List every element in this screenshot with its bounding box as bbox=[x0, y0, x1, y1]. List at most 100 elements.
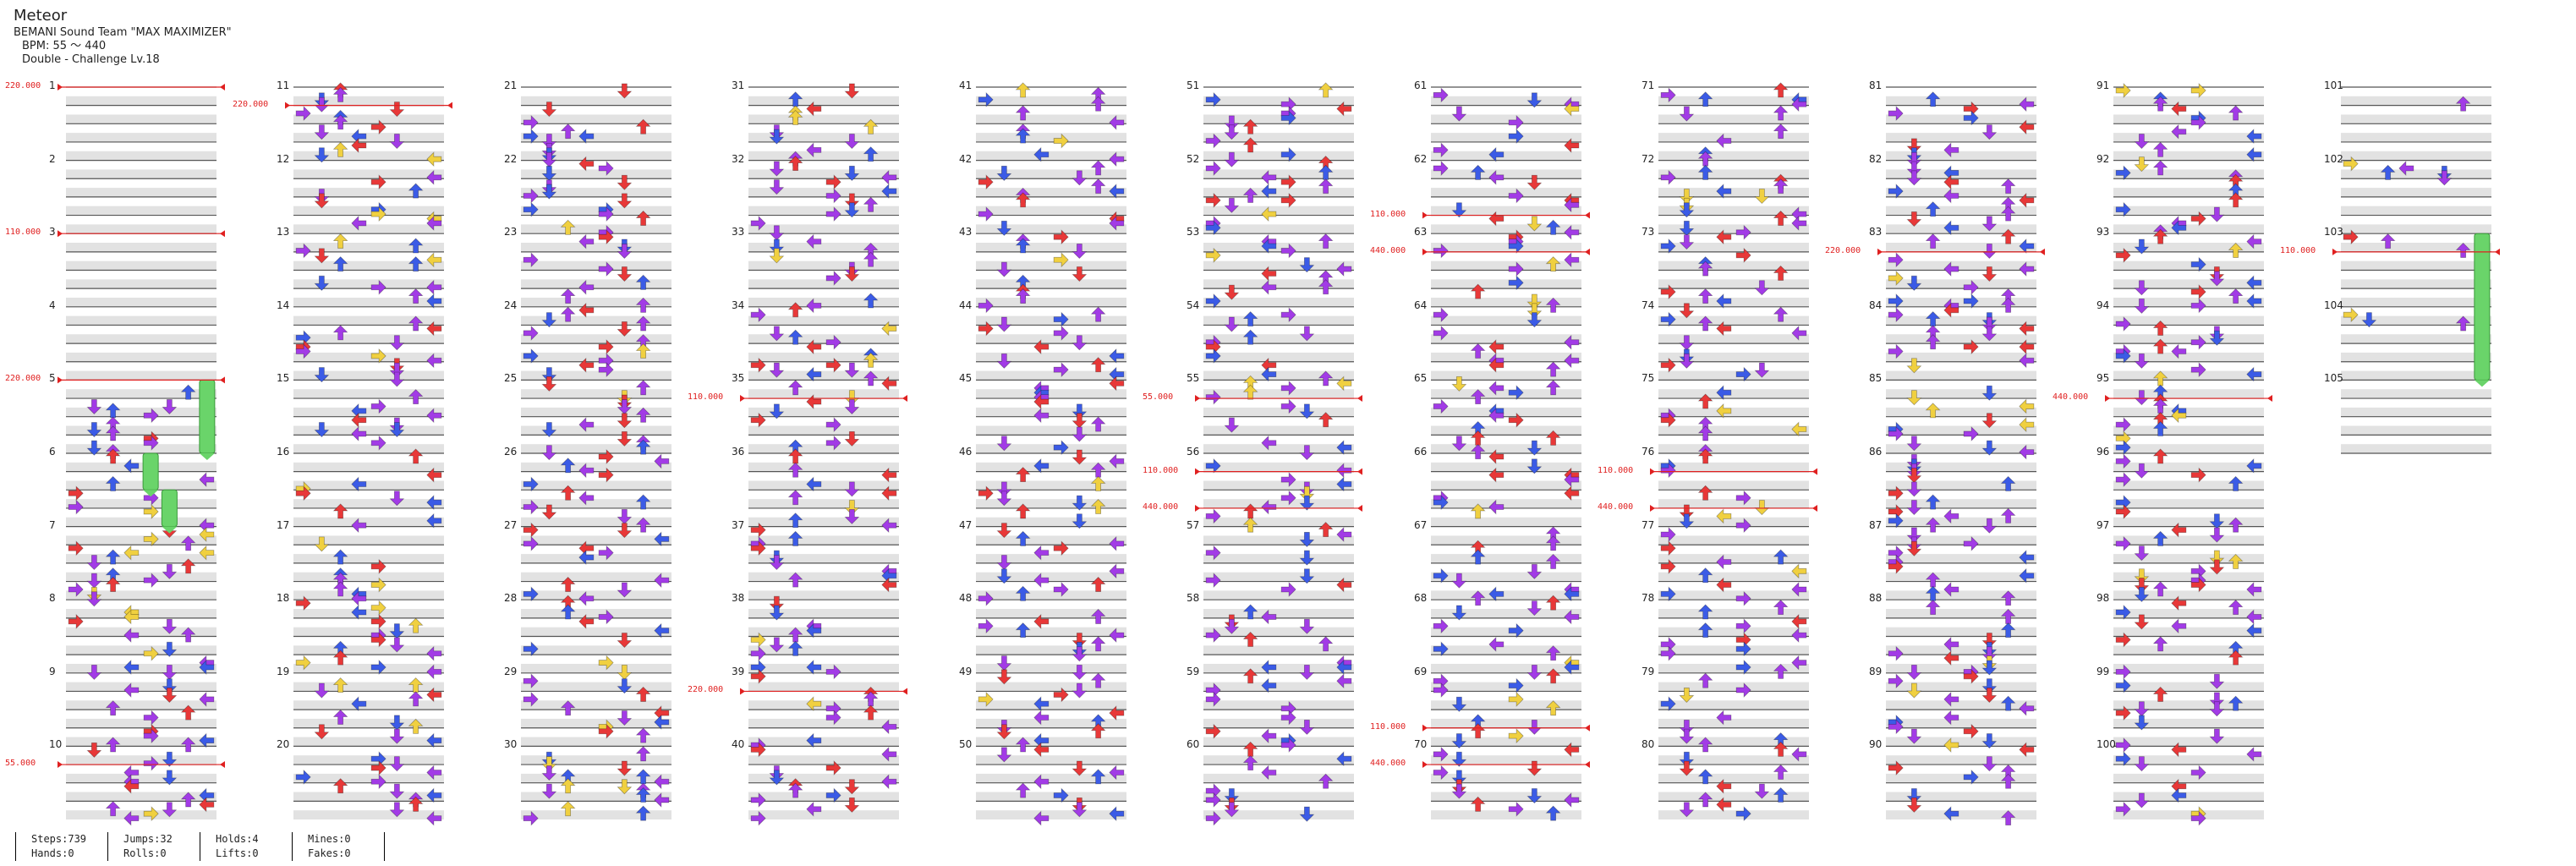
step-arrow bbox=[2019, 321, 2035, 337]
step-arrow bbox=[523, 325, 539, 341]
jump-arrow bbox=[617, 523, 633, 539]
step-arrow bbox=[1299, 568, 1315, 584]
step-arrow bbox=[2246, 275, 2262, 291]
step-arrow bbox=[578, 417, 595, 433]
step-arrow bbox=[1470, 343, 1486, 359]
step-arrow bbox=[2000, 773, 2016, 789]
step-arrow bbox=[1660, 357, 1676, 373]
measure-number: 17 bbox=[277, 518, 290, 531]
step-arrow bbox=[769, 179, 785, 195]
measure-number: 9 bbox=[49, 665, 56, 677]
step-arrow bbox=[2134, 578, 2150, 594]
step-arrow bbox=[162, 678, 178, 694]
step-arrow bbox=[1336, 476, 1352, 492]
step-arrow bbox=[578, 233, 595, 249]
step-arrow bbox=[654, 792, 670, 808]
measure-number: 72 bbox=[1642, 152, 1655, 165]
step-arrow bbox=[2343, 229, 2359, 245]
step-arrow bbox=[1526, 458, 1543, 474]
song-header: Meteor BEMANI Sound Team "MAX MAXIMIZER"… bbox=[14, 7, 232, 67]
step-arrow bbox=[1906, 728, 1922, 744]
measure bbox=[66, 452, 216, 527]
step-arrow bbox=[332, 141, 348, 157]
step-arrow bbox=[1697, 164, 1713, 180]
step-arrow bbox=[1280, 398, 1296, 414]
jump-arrow bbox=[123, 628, 140, 644]
step-arrow bbox=[1906, 481, 1922, 497]
step-arrow bbox=[598, 229, 614, 245]
step-arrow bbox=[295, 655, 311, 671]
step-arrow bbox=[1545, 219, 1561, 235]
jump-arrow bbox=[1943, 261, 1959, 277]
step-arrow bbox=[1205, 810, 1221, 826]
step-arrow bbox=[578, 463, 595, 479]
step-arrow bbox=[1925, 334, 1941, 350]
step-arrow bbox=[1925, 403, 1941, 419]
step-arrow bbox=[1205, 161, 1221, 176]
step-arrow bbox=[2134, 715, 2150, 731]
step-arrow bbox=[541, 375, 557, 392]
step-arrow bbox=[1072, 682, 1088, 699]
measure-number: 104 bbox=[2324, 299, 2343, 311]
step-arrow bbox=[1033, 339, 1050, 355]
step-arrow bbox=[1791, 96, 1807, 112]
step-arrow bbox=[1963, 279, 1979, 295]
step-arrow bbox=[408, 288, 424, 304]
measure-number: 3 bbox=[49, 226, 56, 238]
step-arrow bbox=[370, 632, 386, 648]
step-arrow bbox=[1526, 664, 1543, 680]
step-arrow bbox=[1888, 307, 1904, 323]
step-arrow bbox=[750, 412, 766, 428]
step-arrow bbox=[769, 770, 785, 786]
step-arrow bbox=[825, 334, 841, 350]
step-arrow bbox=[1205, 220, 1221, 236]
step-arrow bbox=[370, 577, 386, 593]
step-arrow bbox=[844, 430, 860, 447]
step-arrow bbox=[1735, 660, 1751, 675]
step-arrow bbox=[750, 357, 766, 373]
step-arrow bbox=[1336, 463, 1352, 479]
step-arrow bbox=[617, 413, 633, 429]
step-arrow bbox=[199, 545, 215, 561]
step-arrow bbox=[617, 321, 633, 337]
step-arrow bbox=[1697, 737, 1713, 753]
measure-number: 52 bbox=[1187, 152, 1200, 165]
step-arrow bbox=[769, 326, 785, 342]
step-arrow bbox=[2209, 206, 2225, 222]
stat-fakes: Fakes:0 bbox=[308, 847, 351, 859]
step-arrow bbox=[2115, 705, 2131, 721]
step-arrow bbox=[1754, 783, 1770, 799]
step-arrow bbox=[426, 810, 442, 826]
step-arrow bbox=[2152, 320, 2168, 336]
step-arrow bbox=[1564, 197, 1580, 213]
stats-group-3: Holds:4 Lifts:0 bbox=[200, 832, 292, 861]
step-arrow bbox=[806, 101, 822, 117]
step-arrow bbox=[1033, 573, 1050, 589]
step-arrow bbox=[86, 664, 102, 680]
step-arrow bbox=[1090, 576, 1106, 592]
step-arrow bbox=[635, 210, 651, 226]
step-arrow bbox=[1318, 636, 1334, 652]
step-arrow bbox=[1205, 91, 1221, 107]
step-arrow bbox=[1015, 82, 1031, 98]
step-arrow bbox=[523, 522, 539, 538]
step-arrow bbox=[1943, 710, 1959, 726]
step-arrow bbox=[314, 682, 330, 699]
step-arrow bbox=[389, 491, 405, 507]
step-arrow bbox=[2171, 618, 2187, 634]
step-arrow bbox=[1205, 792, 1221, 808]
step-arrow bbox=[426, 787, 442, 803]
step-arrow bbox=[180, 535, 196, 551]
step-arrow bbox=[1090, 498, 1106, 514]
step-arrow bbox=[1261, 435, 1277, 451]
step-arrow bbox=[295, 769, 311, 785]
step-arrow bbox=[2019, 119, 2035, 135]
step-arrow bbox=[1791, 325, 1807, 341]
step-arrow bbox=[1451, 573, 1467, 589]
measure bbox=[2341, 86, 2491, 161]
step-arrow bbox=[617, 760, 633, 776]
step-arrow bbox=[1526, 174, 1543, 190]
step-arrow bbox=[2134, 238, 2150, 255]
step-arrow bbox=[2246, 622, 2262, 639]
measure bbox=[293, 599, 444, 673]
